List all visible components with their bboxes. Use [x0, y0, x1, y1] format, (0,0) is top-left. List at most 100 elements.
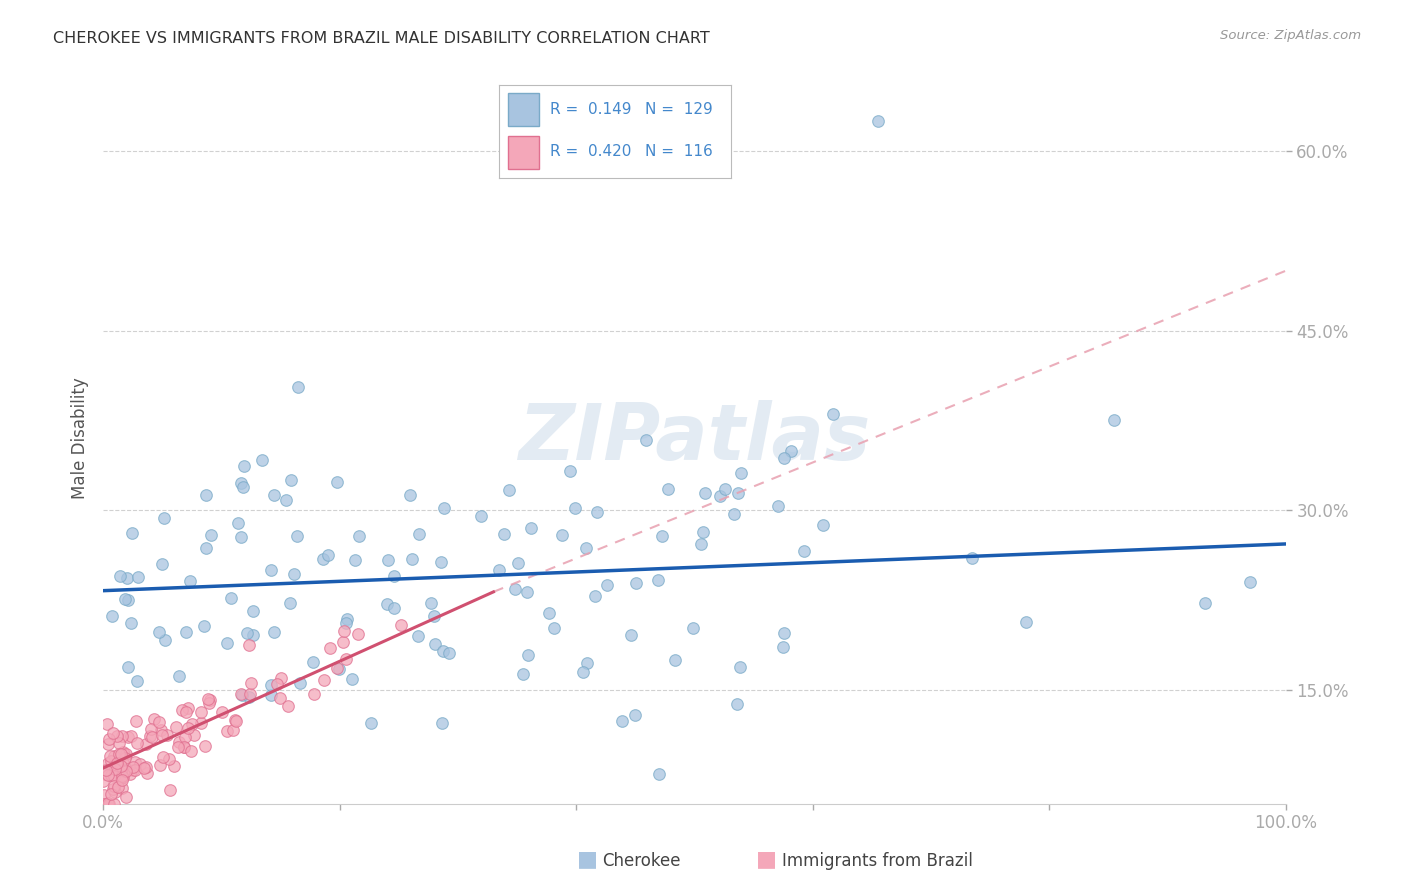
Text: ■: ■ — [756, 849, 776, 869]
Point — [197, 692, 219, 706]
Point — [682, 621, 704, 635]
Point — [200, 528, 222, 542]
Point — [190, 715, 212, 730]
Point — [960, 551, 983, 566]
Point — [103, 797, 125, 811]
Point — [648, 767, 671, 781]
Point — [124, 763, 146, 777]
Point — [360, 716, 382, 731]
Point — [139, 723, 162, 737]
Point — [120, 767, 142, 781]
Point — [432, 644, 454, 658]
Text: N =  116: N = 116 — [645, 145, 713, 159]
Point — [105, 729, 128, 743]
Point — [576, 657, 599, 671]
Point — [121, 760, 143, 774]
Point — [285, 529, 308, 543]
Point — [260, 688, 283, 702]
Point — [596, 578, 619, 592]
Point — [105, 756, 128, 771]
Point — [1102, 413, 1125, 427]
Point — [150, 728, 173, 742]
Point — [157, 752, 180, 766]
Point — [107, 780, 129, 794]
Point — [314, 673, 336, 687]
Point — [312, 552, 335, 566]
Point — [104, 785, 127, 799]
Point — [326, 475, 349, 489]
Point — [117, 593, 139, 607]
Point — [93, 788, 115, 802]
Point — [103, 748, 125, 763]
Point — [242, 604, 264, 618]
Point — [165, 720, 187, 734]
Point — [132, 761, 155, 775]
Point — [1239, 575, 1261, 590]
Point — [772, 626, 794, 640]
Point — [94, 763, 117, 777]
Point — [723, 507, 745, 521]
Point — [174, 731, 197, 745]
Point — [389, 618, 412, 632]
Point — [343, 553, 366, 567]
Point — [647, 573, 669, 587]
Point — [111, 780, 134, 795]
Point — [318, 549, 340, 563]
Point — [551, 528, 574, 542]
Point — [150, 558, 173, 572]
Point — [727, 486, 749, 500]
Point — [432, 716, 454, 731]
Point — [163, 759, 186, 773]
Point — [103, 779, 125, 793]
Point — [98, 749, 121, 764]
Point — [225, 714, 247, 729]
Point — [115, 747, 138, 762]
Point — [433, 500, 456, 515]
Point — [101, 781, 124, 796]
Point — [96, 717, 118, 731]
Point — [583, 590, 606, 604]
Point — [167, 668, 190, 682]
Point — [166, 740, 188, 755]
Point — [103, 768, 125, 782]
Point — [135, 765, 157, 780]
Point — [173, 740, 195, 755]
Point — [110, 763, 132, 777]
Point — [401, 551, 423, 566]
Point — [515, 585, 537, 599]
Point — [347, 627, 370, 641]
Point — [232, 480, 254, 494]
Point — [111, 769, 134, 783]
Point — [120, 729, 142, 743]
Point — [709, 489, 731, 503]
Point — [714, 482, 737, 496]
Point — [239, 687, 262, 701]
Point — [543, 621, 565, 635]
Point — [112, 745, 135, 759]
Point — [336, 612, 359, 626]
Point — [288, 675, 311, 690]
Point — [766, 499, 789, 513]
Point — [120, 616, 142, 631]
Text: Immigrants from Brazil: Immigrants from Brazil — [782, 852, 973, 870]
Point — [180, 744, 202, 758]
Point — [114, 592, 136, 607]
Point — [624, 708, 647, 723]
Point — [508, 556, 530, 570]
Point — [231, 530, 253, 544]
Point — [242, 628, 264, 642]
Point — [110, 758, 132, 772]
FancyBboxPatch shape — [509, 93, 538, 126]
Text: N =  129: N = 129 — [645, 102, 713, 117]
Point — [335, 652, 357, 666]
Point — [328, 662, 350, 676]
Point — [94, 767, 117, 781]
Point — [332, 635, 354, 649]
Point — [98, 732, 121, 747]
Point — [122, 763, 145, 777]
Point — [772, 640, 794, 654]
Point — [399, 488, 422, 502]
Point — [152, 749, 174, 764]
Point — [498, 483, 520, 498]
Point — [1015, 615, 1038, 630]
